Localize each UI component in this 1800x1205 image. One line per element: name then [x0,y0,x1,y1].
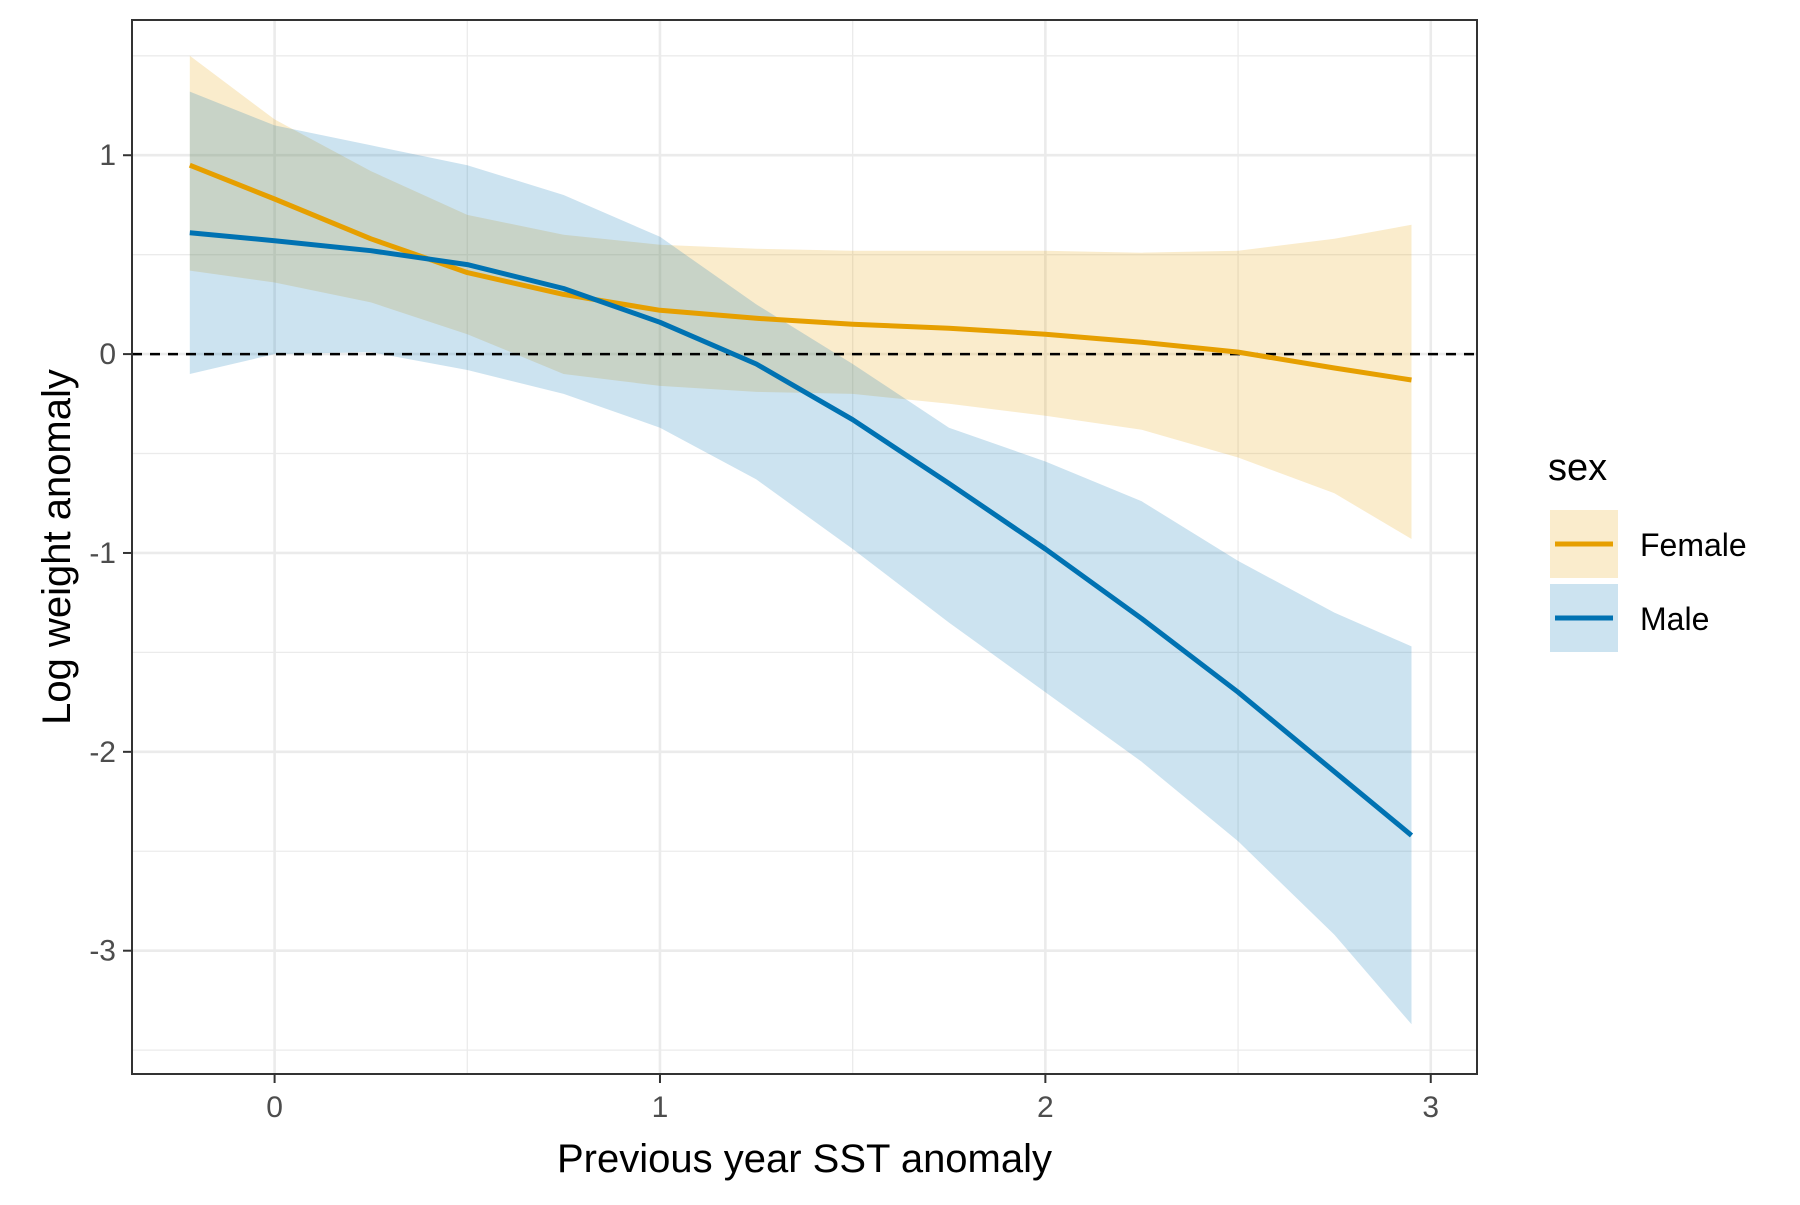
confidence-ribbons [189,55,1412,1025]
y-tick-label: -3 [89,935,116,968]
plot-background [132,20,1477,1074]
line-female [188,162,1412,383]
y-axis-title: Log weight anomaly [35,369,79,725]
x-tick-label: 2 [1037,1091,1054,1124]
minor-gridlines [132,20,1477,1074]
y-tick-label: 1 [99,139,116,172]
x-tick-label: 0 [266,1091,283,1124]
series-lines [188,162,1414,838]
plot-border [131,19,1478,1075]
x-tick-label: 1 [652,1091,669,1124]
y-axis: 1 0 -1 -2 -3 [89,139,132,968]
ribbon-female [189,55,1412,540]
legend: sex Female Male [1548,447,1747,652]
x-tick-label: 3 [1422,1091,1439,1124]
x-axis-title: Previous year SST anomaly [557,1137,1052,1181]
y-tick-label: -2 [89,736,116,769]
legend-label-male: Male [1640,601,1709,637]
y-tick-label: 0 [99,338,116,371]
ribbon-male [189,91,1412,1025]
legend-title: sex [1548,447,1607,489]
line-male [189,230,1414,838]
y-tick-label: -1 [89,537,116,570]
legend-label-female: Female [1640,527,1747,563]
x-axis: 0 1 2 3 [266,1074,1439,1124]
